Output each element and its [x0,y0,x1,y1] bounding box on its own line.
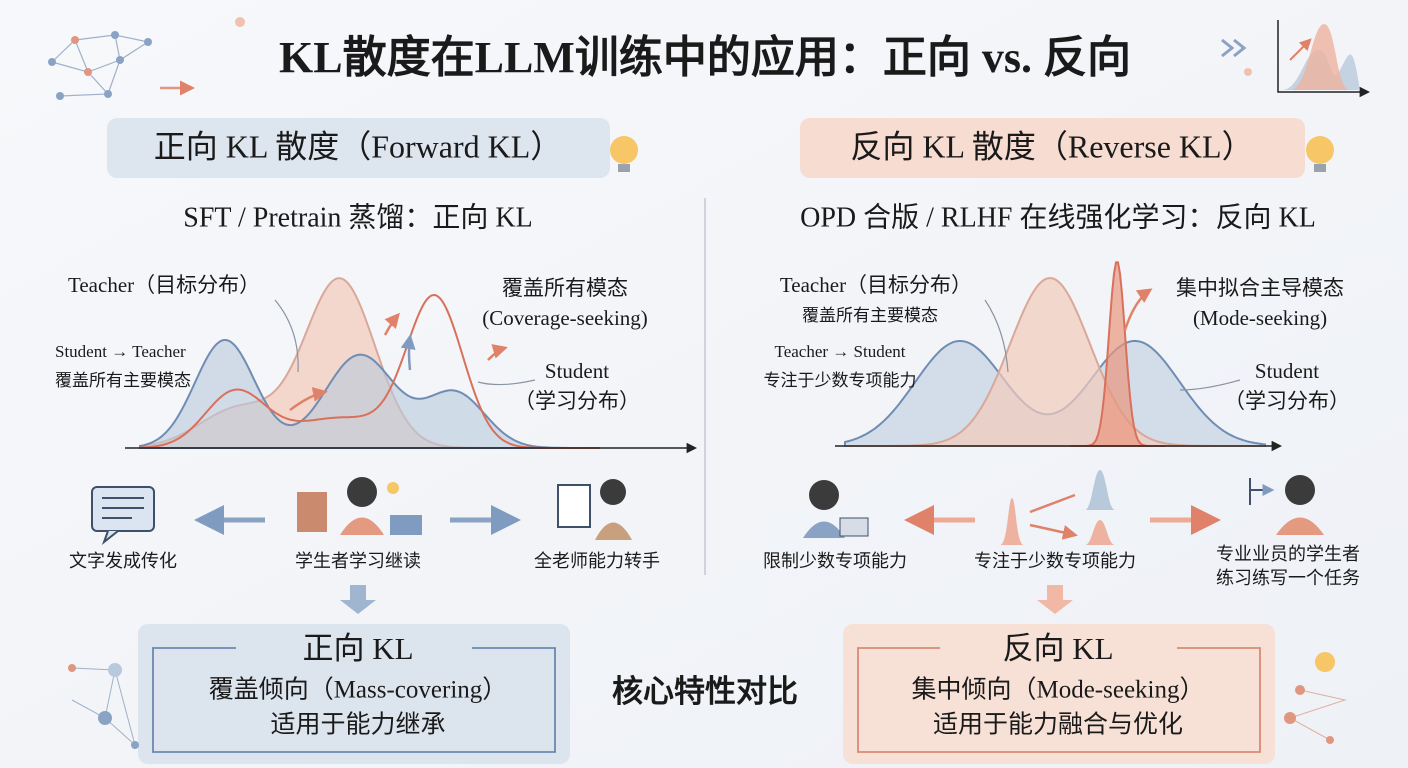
plot-arrows [289,288,1153,412]
right-student: Student [1255,359,1319,383]
left-direction: Student → Teacher [55,342,186,361]
right-summary-title: 反向 KL [1002,631,1113,666]
leader-lines [274,299,1241,391]
left-student-note: （学习分布） [514,389,640,413]
right-summary-box [843,624,1275,764]
left-summary-line: 覆盖倾向（Mass-covering） [209,676,508,704]
left-teacher-label: Teacher（目标分布） [68,273,260,297]
left-summary-frame [152,647,556,753]
right-direction-note: 专注于少数专项能力 [764,371,917,390]
left-mode-en: (Coverage-seeking) [482,306,648,330]
left-student: Student [545,359,609,383]
left-subtitle: SFT / Pretrain 蒸馏：正向 KL [183,201,532,233]
right-summary-line: 适用于能力融合与优化 [933,711,1183,739]
right-teacher-label: Teacher（目标分布） [780,273,972,297]
center-label: 核心特性对比 [612,674,798,709]
right-mode: 集中拟合主导模态 [1176,276,1344,300]
icon-label: 限制少数专项能力 [763,551,907,571]
right-teacher-note: 覆盖所有主要模态 [802,306,938,325]
icon-label: 专注于少数专项能力 [974,551,1136,571]
network-nodes [48,31,195,100]
left-summary-title: 正向 KL [302,631,413,666]
icon-label: 专业业员的学生者 [1216,544,1360,564]
icon-label: 练习练写一个任务 [1216,568,1360,588]
distribution-curve [139,339,600,449]
right-summary-frame [857,647,1261,753]
left-direction-note: 覆盖所有主要模态 [55,371,191,390]
right-student-note: （学习分布） [1224,389,1350,413]
chart-decoration [235,17,1371,98]
left-header-box [107,118,610,178]
network-decoration [51,34,149,97]
page-title: KL散度在LLM训练中的应用：正向 vs. 反向 [279,33,1131,82]
right-summary-line: 集中倾向（Mode-seeking） [911,676,1204,704]
left-header: 正向 KL 散度（Forward KL） [154,128,563,164]
icon-label: 文字发成传化 [69,551,177,571]
right-subtitle: OPD 合版 / RLHF 在线强化学习：反向 KL [800,201,1316,233]
right-mode-en: (Mode-seeking) [1193,306,1327,330]
left-mode: 覆盖所有模态 [502,276,628,300]
right-header: 反向 KL 散度（Reverse KL） [850,128,1253,164]
down-arrow [340,585,376,614]
icons [91,470,1324,545]
left-summary-box [138,624,570,764]
icon-label: 全老师能力转手 [534,551,660,571]
distribution-curves [139,261,1266,449]
icon-label: 学生者学习继读 [295,551,421,571]
distribution-curve [139,293,600,449]
bottom-decoration [68,652,1347,749]
right-header-box [800,118,1305,178]
left-summary-line: 适用于能力继承 [270,711,445,739]
down-arrow [1037,585,1073,614]
right-direction: Teacher → Student [775,342,906,361]
bulbs [610,136,1334,172]
